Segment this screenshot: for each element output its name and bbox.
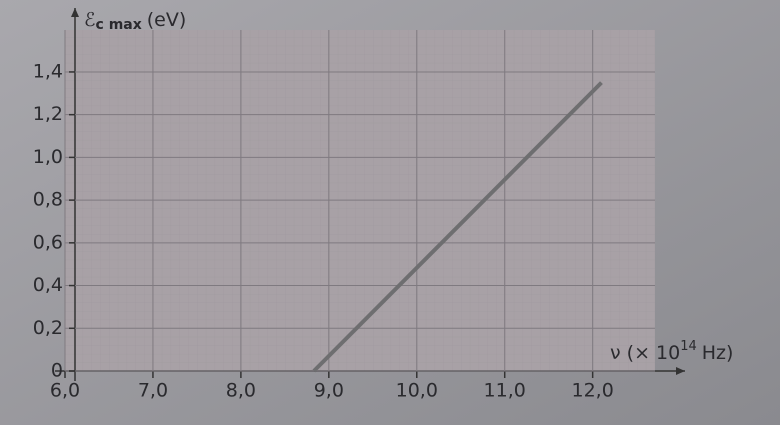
data-line — [312, 81, 603, 373]
y-arrow — [71, 8, 79, 17]
y-tick-label: 0 — [51, 360, 63, 382]
x-arrow — [676, 367, 685, 375]
y-tick-label: 1,4 — [33, 60, 63, 82]
x-axis-label: ν (× 1014 Hz) — [610, 339, 733, 364]
y-tick-label: 0,6 — [33, 231, 63, 253]
y-tick-label: 1,0 — [33, 146, 63, 168]
x-tick-label: 6,0 — [50, 380, 80, 402]
x-tick-label: 10,0 — [396, 380, 438, 402]
x-tick-label: 9,0 — [314, 380, 344, 402]
y-axis-label: ℰc max (eV) — [84, 9, 186, 34]
y-tick-label: 0,2 — [33, 317, 63, 339]
y-tick-label: 0,8 — [33, 189, 63, 211]
x-tick-label: 11,0 — [484, 380, 526, 402]
x-tick-label: 8,0 — [226, 380, 256, 402]
y-tick-label: 0,4 — [33, 274, 63, 296]
x-tick-label: 7,0 — [138, 380, 168, 402]
y-tick-label: 1,2 — [33, 103, 63, 125]
x-tick-label: 12,0 — [572, 380, 614, 402]
